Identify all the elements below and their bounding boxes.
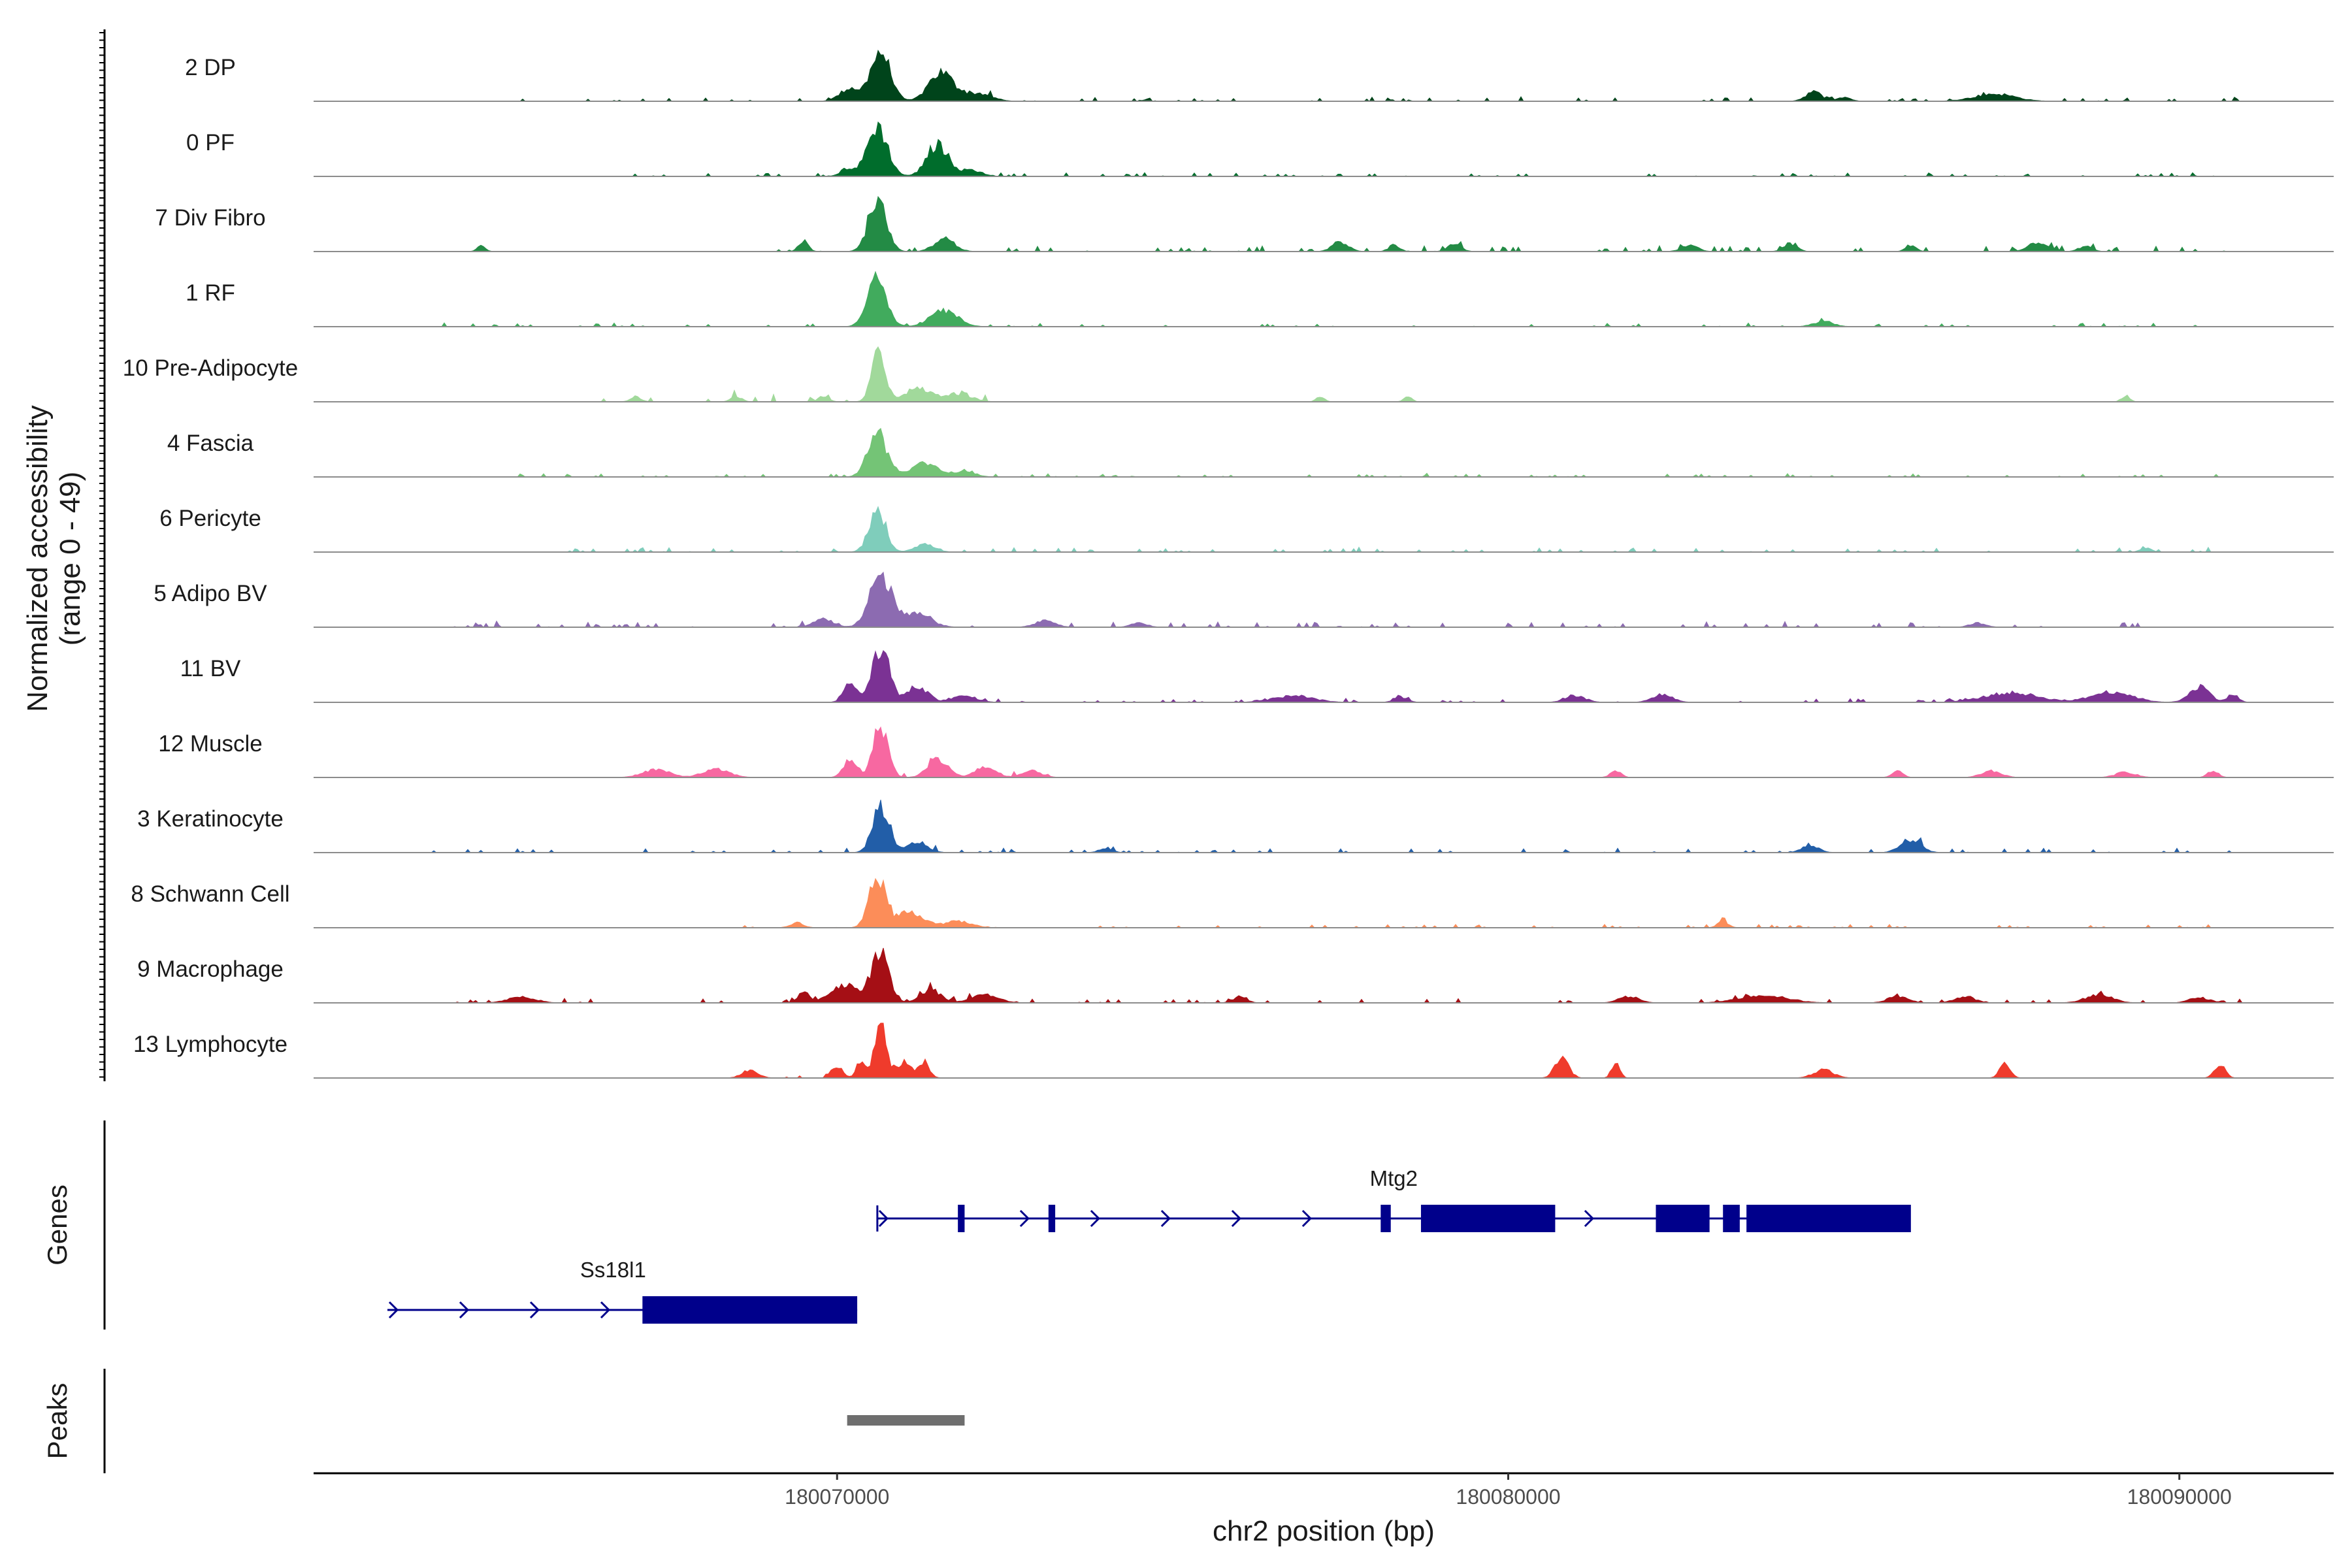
genes-panel-title: Genes [42,1184,73,1266]
coverage-area [314,650,2334,703]
exon [642,1296,858,1324]
track-label: 10 Pre-Adipocyte [123,355,298,381]
strand-arrow [1301,1209,1313,1228]
track-0-pf: 0 PF [186,121,2334,177]
x-axis: 180070000 180080000 180090000 [785,1473,2232,1509]
track-label: 5 Adipo BV [154,581,267,606]
track-2-dp: 2 DP [185,50,2334,102]
track-label: 8 Schwann Cell [131,881,289,907]
x-tick-label: 180070000 [785,1485,889,1509]
track-label: 4 Fascia [167,431,254,456]
track-label: 13 Lymphocyte [133,1032,287,1057]
track-9-macrophage: 9 Macrophage [137,947,2334,1004]
track-12-muscle: 12 Muscle [158,726,2334,778]
y-axis-range: (range 0 - 49) [54,472,86,646]
track-label: 7 Div Fibro [155,205,265,231]
coverage-area [314,346,2334,402]
track-label: 9 Macrophage [137,956,284,982]
y-axis [99,29,106,1081]
x-tick-label: 180090000 [2127,1485,2232,1509]
track-10-pre-adipocyte: 10 Pre-Adipocyte [123,346,2334,402]
gene-label: Ss18l1 [580,1258,646,1282]
strand-arrow [878,1209,889,1228]
coverage-area [314,270,2334,327]
strand-arrow [1090,1209,1101,1228]
track-label: 2 DP [185,55,236,80]
strand-arrow [388,1301,399,1319]
coverage-area [314,877,2334,928]
track-7-div-fibro: 7 Div Fibro [155,195,2334,253]
track-label: 11 BV [180,656,241,681]
exon [1420,1205,1556,1232]
track-11-bv: 11 BV [180,650,2334,703]
track-3-keratinocyte: 3 Keratinocyte [137,800,2334,853]
peak-regions [847,1415,965,1426]
strand-arrow [600,1301,611,1319]
strand-arrow [529,1301,540,1319]
track-5-adipo-bv: 5 Adipo BV [154,571,2334,628]
track-label: 0 PF [186,130,235,155]
track-label: 6 Pericyte [159,506,261,531]
exon [958,1205,965,1232]
exon [1380,1205,1391,1232]
track-label: 3 Keratinocyte [137,806,284,832]
gene-annotations: Mtg2 Ss18l1 [387,1166,1911,1324]
track-13-lymphocyte: 13 Lymphocyte [133,1022,2334,1079]
peaks-panel-title: Peaks [42,1383,73,1460]
strand-arrow [1160,1209,1171,1228]
strand-arrow [1231,1209,1242,1228]
track-6-pericyte: 6 Pericyte [159,506,2334,553]
strand-arrow [1584,1209,1595,1228]
strand-arrow [459,1301,470,1319]
exon [1656,1205,1710,1232]
y-axis-title: Normalized accessibility [22,405,54,711]
coverage-area [314,726,2334,778]
coverage-area [314,427,2334,478]
coverage-area [314,1022,2334,1079]
gene-mtg2: Mtg2 [876,1166,1911,1232]
coverage-area [314,947,2334,1004]
x-axis-title: chr2 position (bp) [1213,1515,1435,1547]
gene-ss18l1: Ss18l1 [387,1258,858,1324]
coverage-area [314,800,2334,853]
coverage-area [314,195,2334,253]
exon [1723,1205,1740,1232]
track-4-fascia: 4 Fascia [167,427,2334,478]
coverage-area [314,571,2334,628]
coverage-area [314,121,2334,177]
peak-region [847,1415,965,1426]
exon [1746,1205,1911,1232]
coverage-tracks: 2 DP 0 PF 7 Div Fibro 1 RF 10 Pre-Adipocyte 4… [123,50,2334,1079]
exon [1048,1205,1056,1232]
track-label: 12 Muscle [158,731,263,757]
strand-arrow [1019,1209,1030,1228]
gene-label: Mtg2 [1370,1166,1418,1190]
coverage-area [314,506,2334,553]
track-1-rf: 1 RF [186,270,2334,327]
track-label: 1 RF [186,280,235,306]
track-8-schwann-cell: 8 Schwann Cell [131,877,2334,928]
x-tick-label: 180080000 [1456,1485,1560,1509]
coverage-area [314,50,2334,102]
